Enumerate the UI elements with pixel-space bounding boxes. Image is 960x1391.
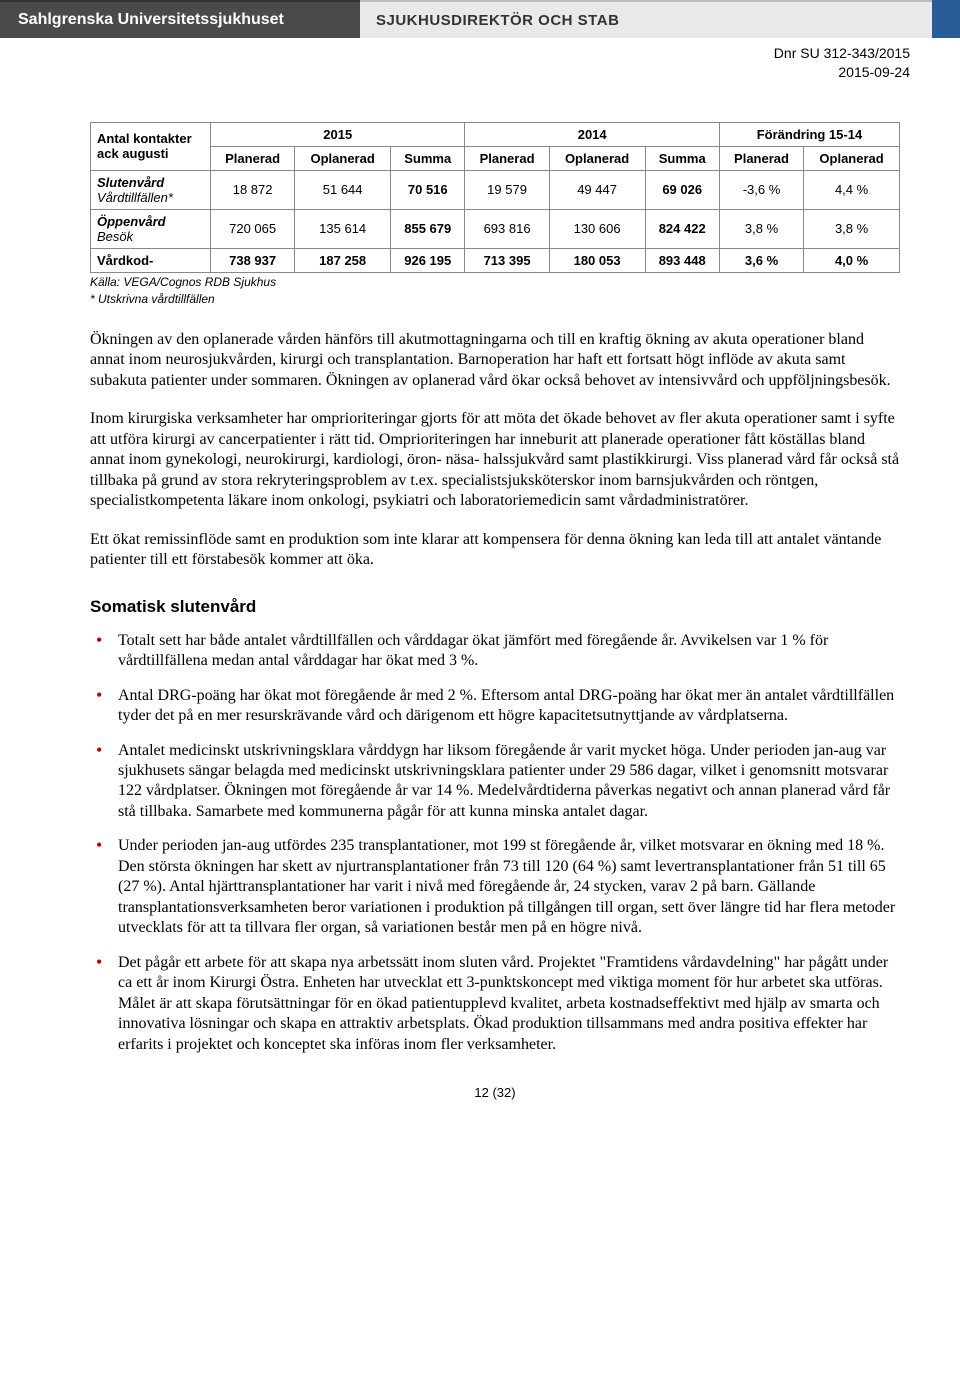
table-cell: 180 053 [549, 248, 645, 272]
paragraph: Ett ökat remissinflöde samt en produktio… [90, 530, 900, 571]
table-cell: 70 516 [391, 170, 465, 209]
page-number: 12 (32) [90, 1085, 900, 1100]
col-group-change: Förändring 15-14 [719, 122, 899, 146]
table-source: Källa: VEGA/Cognos RDB Sjukhus [90, 275, 900, 291]
header-org: Sahlgrenska Universitetssjukhuset [0, 0, 360, 38]
list-item: Totalt sett har både antalet vårdtillfäl… [90, 631, 900, 672]
document-date: 2015-09-24 [0, 63, 910, 82]
paragraph: Ökningen av den oplanerade vården hänför… [90, 330, 900, 391]
row-label: Vårdkod- [91, 248, 211, 272]
col-plan-2015: Planerad [211, 146, 295, 170]
paragraph: Inom kirurgiska verksamheter har omprior… [90, 409, 900, 511]
col-oplan-2014: Oplanerad [549, 146, 645, 170]
header-band: Sahlgrenska Universitetssjukhuset SJUKHU… [0, 0, 960, 38]
table-cell: 3,8 % [719, 209, 803, 248]
col-plan-2014: Planerad [465, 146, 549, 170]
document-meta: Dnr SU 312-343/2015 2015-09-24 [0, 38, 960, 82]
table-cell: 51 644 [295, 170, 391, 209]
section-heading: Somatisk slutenvård [90, 597, 900, 617]
table-cell: 4,0 % [804, 248, 900, 272]
table-cell: 4,4 % [804, 170, 900, 209]
table-cell: 49 447 [549, 170, 645, 209]
col-change-plan: Planerad [719, 146, 803, 170]
table-cell: 135 614 [295, 209, 391, 248]
contacts-table: Antal kontakter ack augusti 2015 2014 Fö… [90, 122, 900, 273]
list-item: Antal DRG-poäng har ökat mot föregående … [90, 686, 900, 727]
table-cell: 3,6 % [719, 248, 803, 272]
table-cell: 130 606 [549, 209, 645, 248]
header-department: SJUKHUSDIREKTÖR OCH STAB [360, 0, 932, 38]
header-blue-block [932, 0, 960, 38]
document-dnr: Dnr SU 312-343/2015 [0, 44, 910, 63]
table-cell: 720 065 [211, 209, 295, 248]
table-row: Öppenvård Besök720 065135 614855 679693 … [91, 209, 900, 248]
table-cell: 3,8 % [804, 209, 900, 248]
col-sum-2015: Summa [391, 146, 465, 170]
col-sum-2014: Summa [645, 146, 719, 170]
table-note: * Utskrivna vårdtillfällen [90, 292, 900, 308]
bullet-list: Totalt sett har både antalet vårdtillfäl… [90, 631, 900, 1055]
table-cell: 824 422 [645, 209, 719, 248]
table-row: Slutenvård Vårdtillfällen*18 87251 64470… [91, 170, 900, 209]
table-cell: 693 816 [465, 209, 549, 248]
col-group-2014: 2014 [465, 122, 719, 146]
table-cell: 187 258 [295, 248, 391, 272]
table-cell: 926 195 [391, 248, 465, 272]
table-cell: 855 679 [391, 209, 465, 248]
page-content: Antal kontakter ack augusti 2015 2014 Fö… [0, 82, 960, 1130]
table-cell: 893 448 [645, 248, 719, 272]
table-cell: 19 579 [465, 170, 549, 209]
list-item: Under perioden jan-aug utfördes 235 tran… [90, 836, 900, 938]
list-item: Antalet medicinskt utskrivningsklara vår… [90, 741, 900, 823]
table-cell: 738 937 [211, 248, 295, 272]
col-change-oplan: Oplanerad [804, 146, 900, 170]
list-item: Det pågår ett arbete för att skapa nya a… [90, 953, 900, 1055]
table-cell: 69 026 [645, 170, 719, 209]
table-corner: Antal kontakter ack augusti [91, 122, 211, 170]
col-oplan-2015: Oplanerad [295, 146, 391, 170]
table-cell: 713 395 [465, 248, 549, 272]
col-group-2015: 2015 [211, 122, 465, 146]
row-label: Slutenvård Vårdtillfällen* [91, 170, 211, 209]
table-cell: 18 872 [211, 170, 295, 209]
table-row: Vårdkod-738 937187 258926 195713 395180 … [91, 248, 900, 272]
table-cell: -3,6 % [719, 170, 803, 209]
row-label: Öppenvård Besök [91, 209, 211, 248]
body-paragraphs: Ökningen av den oplanerade vården hänför… [90, 330, 900, 571]
